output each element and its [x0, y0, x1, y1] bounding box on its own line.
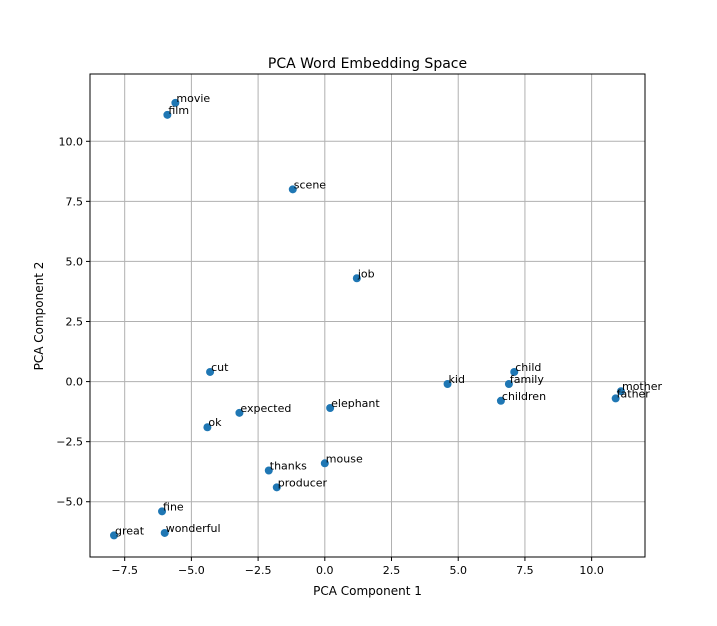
point-label-scene: scene [294, 178, 327, 191]
data-point-expected [235, 408, 244, 417]
data-point-great [110, 531, 119, 540]
point-label-wonderful: wonderful [166, 522, 221, 535]
point-label-children: children [502, 390, 546, 403]
chart-title: PCA Word Embedding Space [268, 56, 467, 72]
grid [90, 74, 645, 557]
data-point-film [163, 110, 172, 119]
data-point-kid [443, 379, 452, 388]
x-tick-label: −7.5 [111, 564, 138, 577]
point-label-job: job [357, 267, 375, 280]
y-axis-label: PCA Component 2 [32, 262, 46, 371]
data-point-mother [616, 387, 625, 396]
point-label-mother: mother [622, 380, 662, 393]
point-label-mouse: mouse [326, 452, 363, 465]
point-label-producer: producer [278, 476, 328, 489]
y-tick-label: 7.5 [66, 195, 84, 208]
point-label-kid: kid [449, 373, 465, 386]
point-label-cut: cut [211, 361, 229, 374]
x-tick-label: 2.5 [383, 564, 401, 577]
point-label-fine: fine [163, 500, 184, 513]
data-point-movie [171, 98, 180, 107]
point-label-ok: ok [208, 416, 222, 429]
data-point-ok [203, 423, 212, 432]
y-tick-label: 0.0 [66, 376, 84, 389]
x-tick-label: 10.0 [579, 564, 604, 577]
y-tick-label: −5.0 [56, 496, 83, 509]
point-label-thanks: thanks [270, 459, 307, 472]
x-tick-label: −5.0 [178, 564, 205, 577]
y-tick-label: 2.5 [66, 316, 84, 329]
y-tick-label: 10.0 [59, 135, 84, 148]
point-label-expected: expected [240, 402, 291, 415]
point-label-great: great [115, 524, 145, 537]
data-point-fine [158, 507, 167, 516]
y-tick-label: −2.5 [56, 436, 83, 449]
point-label-movie: movie [176, 92, 210, 105]
data-point-elephant [326, 404, 335, 413]
data-point-thanks [264, 466, 273, 475]
data-point-cut [206, 367, 215, 376]
plot-frame [89, 73, 646, 558]
ticks: −7.5 −5.0 −2.5 0.0 2.5 5.0 7.5 10.0 −5.0 −2.5 0.0 2… [56, 135, 604, 577]
data-point-mouse [320, 459, 329, 468]
data-point-wonderful [160, 528, 169, 537]
data-points [110, 98, 625, 540]
y-tick-label: 5.0 [66, 255, 84, 268]
point-label-elephant: elephant [331, 397, 380, 410]
data-point-family [504, 379, 513, 388]
point-label-film: film [168, 104, 189, 117]
x-tick-label: 5.0 [449, 564, 467, 577]
data-point-father [611, 394, 620, 403]
point-label-father: father [617, 387, 651, 400]
data-point-job [352, 274, 361, 283]
x-axis-label: PCA Component 1 [313, 584, 422, 598]
point-label-family: family [510, 373, 544, 386]
data-point-children [496, 396, 505, 405]
data-point-scene [288, 185, 297, 194]
data-point-producer [272, 483, 281, 492]
x-tick-label: 7.5 [516, 564, 534, 577]
data-point-child [510, 367, 519, 376]
x-tick-label: −2.5 [245, 564, 272, 577]
point-label-child: child [515, 361, 541, 374]
x-tick-label: 0.0 [316, 564, 334, 577]
